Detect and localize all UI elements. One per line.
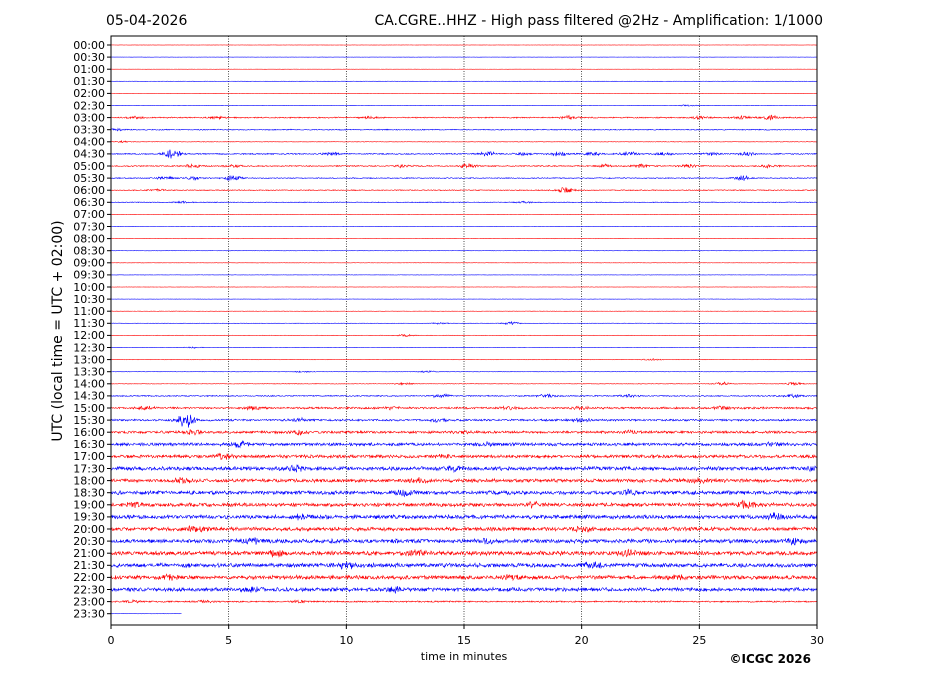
row-label: 02:30	[73, 99, 105, 112]
trace-row	[110, 477, 818, 485]
trace-row	[110, 104, 818, 107]
x-tick-label: 20	[575, 634, 589, 647]
trace-row	[110, 162, 818, 170]
x-tick-label: 10	[339, 634, 353, 647]
row-label: 11:30	[73, 317, 105, 330]
row-label: 01:30	[73, 75, 105, 88]
row-label: 06:30	[73, 196, 105, 209]
trace-row	[110, 393, 818, 399]
row-label: 19:30	[73, 511, 105, 524]
row-label: 17:00	[73, 450, 105, 463]
row-label: 03:00	[73, 111, 105, 124]
trace-row	[110, 512, 818, 521]
row-label: 08:00	[73, 232, 105, 245]
row-label: 15:00	[73, 402, 105, 415]
trace-row	[110, 149, 818, 159]
grid-lines	[228, 36, 700, 625]
row-label: 04:30	[73, 148, 105, 161]
trace-row	[110, 358, 818, 361]
row-label: 08:30	[73, 245, 105, 258]
trace-row	[110, 320, 818, 326]
y-axis-label: UTC (local time = UTC + 02:00)	[50, 220, 66, 441]
row-label: 14:00	[73, 378, 105, 391]
x-tick-label: 30	[810, 634, 824, 647]
row-label: 15:30	[73, 414, 105, 427]
row-label: 17:30	[73, 462, 105, 475]
x-tick-label: 25	[692, 634, 706, 647]
row-label: 16:30	[73, 438, 105, 451]
row-label: 09:00	[73, 257, 105, 270]
row-label: 07:30	[73, 220, 105, 233]
trace-row	[110, 429, 818, 436]
row-label: 22:30	[73, 583, 105, 596]
row-label: 16:00	[73, 426, 105, 439]
trace-row	[110, 346, 818, 349]
row-label: 09:30	[73, 269, 105, 282]
trace-row	[110, 548, 818, 558]
row-label: 18:30	[73, 487, 105, 500]
row-label: 01:00	[73, 63, 105, 76]
row-label: 05:30	[73, 172, 105, 185]
x-axis-ticks: 0 5 10 15 20 25 30	[108, 625, 824, 647]
trace-row	[110, 414, 818, 428]
row-label: 02:00	[73, 87, 105, 100]
trace-row	[110, 127, 818, 132]
trace-row	[110, 464, 818, 474]
trace-row	[110, 452, 818, 461]
x-tick-label: 15	[457, 634, 471, 647]
trace-row	[110, 139, 818, 144]
trace-row	[110, 598, 818, 604]
x-axis-label: time in minutes	[421, 650, 508, 663]
row-label: 00:00	[73, 39, 105, 52]
row-labels: 00:0000:3001:0001:3002:0002:3003:0003:30…	[73, 39, 111, 621]
row-label: 10:30	[73, 293, 105, 306]
trace-row	[110, 187, 818, 193]
trace-row	[110, 405, 818, 411]
x-tick-label: 5	[225, 634, 232, 647]
trace-row	[110, 200, 818, 204]
trace-layer	[110, 44, 818, 615]
trace-row	[110, 333, 818, 337]
row-label: 12:30	[73, 341, 105, 354]
trace-row	[110, 561, 818, 570]
row-label: 20:30	[73, 535, 105, 548]
row-label: 13:30	[73, 366, 105, 379]
row-label: 21:00	[73, 547, 105, 560]
row-label: 23:00	[73, 595, 105, 608]
chart-title: CA.CGRE..HHZ - High pass filtered @2Hz -…	[374, 13, 823, 29]
trace-row	[110, 488, 818, 498]
row-label: 13:00	[73, 353, 105, 366]
row-label: 18:00	[73, 474, 105, 487]
row-label: 06:00	[73, 184, 105, 197]
trace-row	[110, 537, 818, 546]
chart-date: 05-04-2026	[106, 13, 187, 29]
row-label: 05:00	[73, 160, 105, 173]
trace-row	[110, 370, 818, 373]
trace-row	[110, 586, 818, 595]
row-label: 12:00	[73, 329, 105, 342]
row-label: 03:30	[73, 124, 105, 137]
row-label: 04:00	[73, 136, 105, 149]
trace-row	[110, 525, 818, 533]
trace-row	[110, 175, 818, 182]
trace-row	[110, 573, 818, 582]
x-tick-label: 0	[108, 634, 115, 647]
row-label: 22:00	[73, 571, 105, 584]
row-label: 23:30	[73, 608, 105, 621]
row-label: 20:00	[73, 523, 105, 536]
row-label: 21:30	[73, 559, 105, 572]
row-label: 00:30	[73, 51, 105, 64]
row-label: 11:00	[73, 305, 105, 318]
trace-row	[110, 439, 818, 449]
row-label: 19:00	[73, 499, 105, 512]
row-label: 14:30	[73, 390, 105, 403]
trace-row	[110, 499, 818, 510]
trace-row	[110, 114, 818, 121]
row-label: 10:00	[73, 281, 105, 294]
row-label: 07:00	[73, 208, 105, 221]
trace-row	[110, 381, 818, 386]
plot-frame	[110, 35, 818, 626]
credit-label: ©ICGC 2026	[729, 652, 811, 666]
